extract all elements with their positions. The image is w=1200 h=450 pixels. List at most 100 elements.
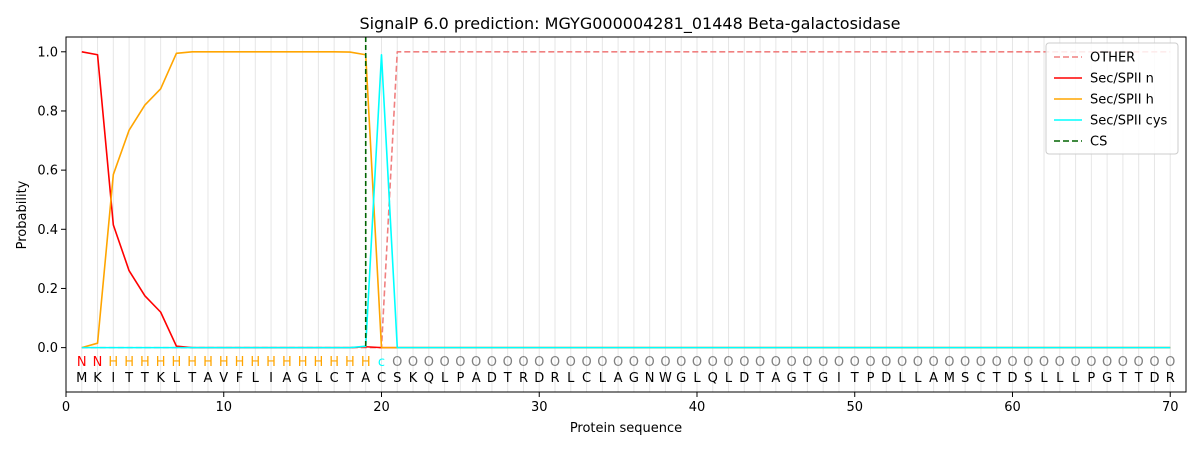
- legend-entry: OTHER: [1090, 51, 1135, 66]
- region-label: O: [613, 355, 623, 370]
- residue-letter: Q: [708, 371, 718, 386]
- region-label: O: [913, 355, 923, 370]
- residue-letter: G: [787, 371, 797, 386]
- region-label: H: [298, 355, 308, 370]
- legend-entry: CS: [1090, 135, 1107, 150]
- axes-frame: [65, 36, 1187, 393]
- region-label: O: [439, 355, 449, 370]
- residue-letter: V: [219, 371, 228, 386]
- y-axis-label: Probability: [15, 180, 30, 249]
- residue-letter: D: [739, 371, 749, 386]
- region-label: H: [329, 355, 339, 370]
- region-label: H: [250, 355, 260, 370]
- residue-letter: I: [111, 371, 115, 386]
- region-label: O: [1023, 355, 1033, 370]
- region-label: O: [1070, 355, 1080, 370]
- region-label: O: [645, 355, 655, 370]
- region-label: O: [534, 355, 544, 370]
- region-label: H: [266, 355, 276, 370]
- region-label: O: [581, 355, 591, 370]
- residue-letter: T: [802, 371, 811, 386]
- residue-letter: P: [456, 371, 464, 386]
- residue-letter: A: [771, 371, 780, 386]
- region-label: H: [203, 355, 213, 370]
- residue-letter: K: [93, 371, 102, 386]
- residue-letter: A: [614, 371, 623, 386]
- y-tick-label: 1.0: [37, 45, 58, 60]
- y-tick-label: 0.8: [37, 104, 58, 119]
- x-tick-label: 50: [846, 400, 863, 415]
- residue-letter: D: [1007, 371, 1017, 386]
- residue-letter: F: [236, 371, 243, 386]
- region-label: O: [708, 355, 718, 370]
- residue-letter: D: [487, 371, 497, 386]
- region-label: O: [850, 355, 860, 370]
- residue-letter: T: [850, 371, 859, 386]
- region-label: O: [897, 355, 907, 370]
- region-label: H: [172, 355, 182, 370]
- residue-letter: I: [837, 371, 841, 386]
- region-label: H: [235, 355, 245, 370]
- residue-letter: C: [976, 371, 985, 386]
- region-label: H: [108, 355, 118, 370]
- series-line-sec-spii-cys: [81, 53, 1171, 349]
- residue-letter: N: [645, 371, 655, 386]
- residue-letter: T: [140, 371, 149, 386]
- residue-letter: L: [693, 371, 701, 386]
- residue-letter: L: [914, 371, 922, 386]
- region-label: H: [314, 355, 324, 370]
- region-label: O: [834, 355, 844, 370]
- region-label: O: [1055, 355, 1065, 370]
- region-label: O: [723, 355, 733, 370]
- region-label: H: [345, 355, 355, 370]
- region-label: O: [503, 355, 513, 370]
- residue-letter: K: [409, 371, 418, 386]
- residue-letter: Q: [424, 371, 434, 386]
- y-tick-label: 0.4: [37, 223, 58, 238]
- x-tick-label: 70: [1162, 400, 1179, 415]
- region-label: O: [1086, 355, 1096, 370]
- region-label: O: [976, 355, 986, 370]
- residue-letter: L: [1056, 371, 1064, 386]
- x-tick-label: 30: [531, 400, 548, 415]
- region-label: O: [1118, 355, 1128, 370]
- residue-letter: D: [534, 371, 544, 386]
- residue-letter: S: [1024, 371, 1032, 386]
- chart-title: SignalP 6.0 prediction: MGYG000004281_01…: [359, 14, 900, 34]
- region-label: O: [739, 355, 749, 370]
- region-label: N: [77, 355, 87, 370]
- residue-letter: L: [567, 371, 575, 386]
- residue-letter: A: [361, 371, 370, 386]
- x-tick-label: 10: [215, 400, 232, 415]
- residue-letter: L: [898, 371, 906, 386]
- region-label: O: [408, 355, 418, 370]
- region-label: O: [1007, 355, 1017, 370]
- region-label: O: [424, 355, 434, 370]
- legend: OTHER Sec/SPII n Sec/SPII h Sec/SPII cys CS: [1045, 42, 1179, 155]
- region-label: O: [392, 355, 402, 370]
- x-axis-label: Protein sequence: [570, 421, 682, 436]
- residue-letter: L: [1072, 371, 1080, 386]
- x-tick-label: 0: [62, 400, 70, 415]
- residue-letter: T: [1118, 371, 1127, 386]
- region-label: O: [566, 355, 576, 370]
- legend-entry: Sec/SPII cys: [1090, 114, 1168, 129]
- region-label: N: [93, 355, 103, 370]
- residue-letter: R: [519, 371, 528, 386]
- region-label: O: [1165, 355, 1175, 370]
- region-label: O: [787, 355, 797, 370]
- residue-letter: C: [377, 371, 386, 386]
- residue-letter: L: [1040, 371, 1048, 386]
- residue-letter: S: [393, 371, 401, 386]
- residue-letter: K: [156, 371, 165, 386]
- residue-letter: A: [204, 371, 213, 386]
- residue-letter: R: [550, 371, 559, 386]
- x-tick-label: 40: [689, 400, 706, 415]
- y-tick-label: 0.0: [37, 341, 58, 356]
- region-label: O: [471, 355, 481, 370]
- region-label: O: [944, 355, 954, 370]
- residue-letter: D: [881, 371, 891, 386]
- region-label: O: [960, 355, 970, 370]
- region-label: O: [597, 355, 607, 370]
